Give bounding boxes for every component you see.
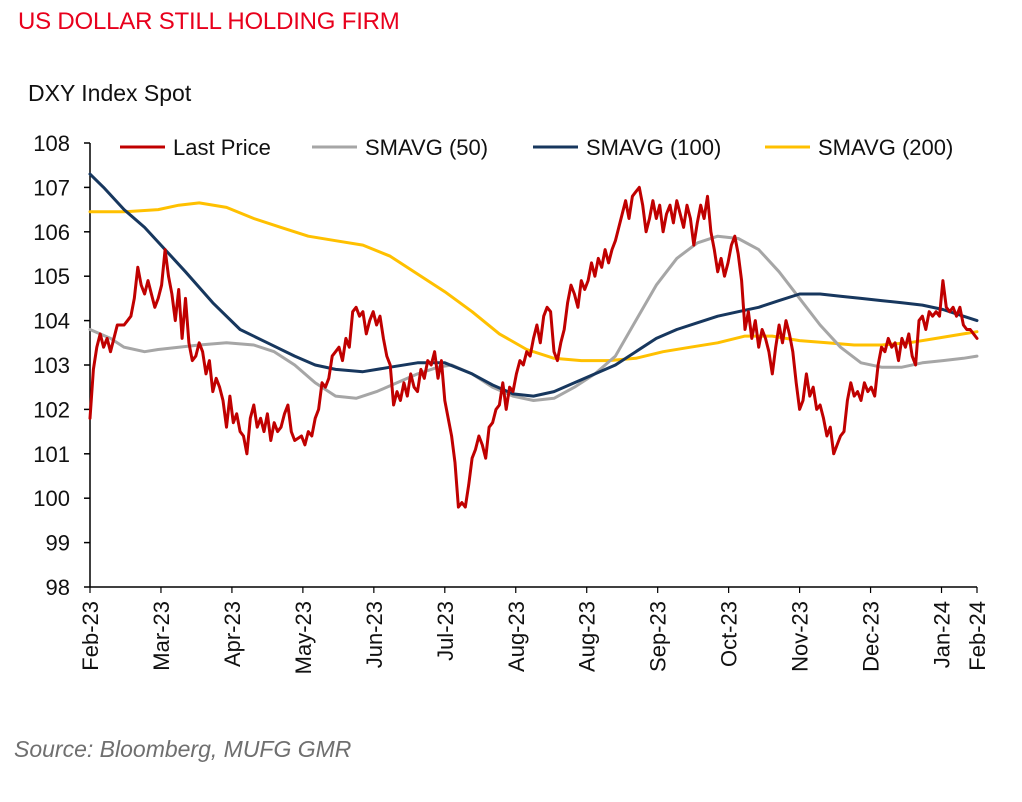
- x-tick-label: Aug-23: [575, 601, 600, 672]
- x-tick-label: Jul-23: [433, 601, 458, 661]
- series-line-smavg-100: [88, 172, 979, 398]
- x-tick-label: Jun-23: [362, 601, 387, 668]
- y-axis: 98 99 100 101 102 103 104 105 106 107 108: [33, 131, 91, 600]
- series-line-last-price: [88, 185, 979, 509]
- y-tick-label: 99: [46, 531, 70, 556]
- x-tick-label: Sep-23: [646, 601, 671, 672]
- y-tick-label: 102: [33, 397, 70, 422]
- y-tick-label: 101: [33, 442, 70, 467]
- series-line-smavg-50: [88, 234, 979, 402]
- y-tick-label: 106: [33, 220, 70, 245]
- x-tick-label: Dec-23: [859, 601, 884, 672]
- y-tick-label: 104: [33, 309, 70, 334]
- chart-legend: Last Price SMAVG (50) SMAVG (100) SMAVG (20…: [120, 135, 953, 160]
- x-tick-label: Apr-23: [220, 601, 245, 667]
- x-tick-label: Feb-23: [78, 601, 103, 671]
- x-tick-label: Nov-23: [788, 601, 813, 672]
- x-tick-label: Jan-24: [930, 601, 955, 668]
- y-tick-label: 105: [33, 264, 70, 289]
- legend-label: Last Price: [173, 135, 271, 160]
- legend-label: SMAVG (50): [365, 135, 488, 160]
- x-tick-label: Mar-23: [149, 601, 174, 671]
- source-note: Source: Bloomberg, MUFG GMR: [14, 736, 352, 762]
- y-tick-label: 98: [46, 575, 70, 600]
- x-tick-label: Aug-23: [504, 601, 529, 672]
- page-title: US DOLLAR STILL HOLDING FIRM: [18, 8, 400, 35]
- legend-label: SMAVG (200): [818, 135, 953, 160]
- x-tick-label: Feb-24: [965, 601, 990, 671]
- x-tick-label: Oct-23: [717, 601, 742, 667]
- chart-title: DXY Index Spot: [28, 80, 192, 106]
- x-tick-label: May-23: [291, 601, 316, 674]
- x-axis: Feb-23 Mar-23 Apr-23 May-23 Jun-23 Jul-23 Aug-…: [78, 586, 990, 674]
- y-tick-label: 103: [33, 353, 70, 378]
- legend-label: SMAVG (100): [586, 135, 721, 160]
- y-tick-label: 107: [33, 175, 70, 200]
- series-layer: [88, 172, 979, 509]
- y-tick-label: 108: [33, 131, 70, 156]
- series-line-smavg-200: [88, 201, 979, 363]
- y-tick-label: 100: [33, 486, 70, 511]
